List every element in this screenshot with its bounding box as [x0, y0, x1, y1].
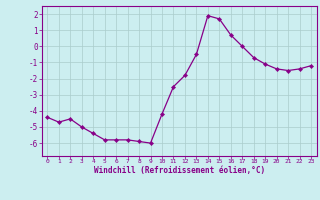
X-axis label: Windchill (Refroidissement éolien,°C): Windchill (Refroidissement éolien,°C): [94, 166, 265, 175]
